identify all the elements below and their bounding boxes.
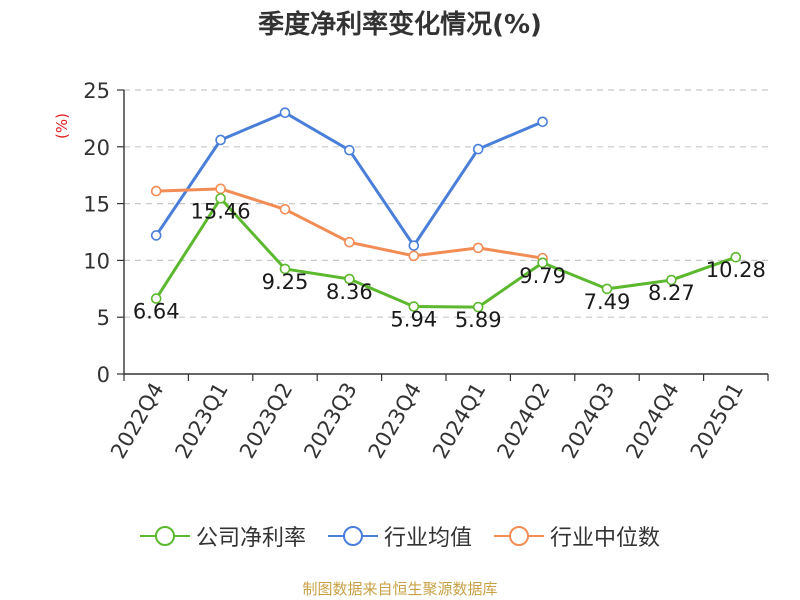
data-point: [279, 263, 291, 275]
legend-swatch: [494, 526, 544, 546]
y-axis-label: (%): [53, 113, 71, 139]
x-tick-label: 2022Q4: [106, 379, 168, 463]
data-point: [344, 236, 355, 248]
data-point: [150, 293, 162, 304]
x-tick-label: 2023Q2: [235, 379, 297, 463]
x-tick-label: 2023Q1: [170, 379, 232, 463]
legend-label: 行业中位数: [550, 526, 661, 551]
x-tick-label: 2024Q1: [428, 379, 490, 463]
axes: 0 5 10 15 20 25 2022Q4 2023Q1 2023Q2 2023Q3 2023Q4…: [83, 79, 769, 463]
legend-label: 行业均值: [383, 526, 472, 551]
y-tick-label: 20: [83, 136, 110, 160]
x-tick-label: 2024Q4: [621, 379, 683, 463]
source-note: 制图数据来自恒生聚源数据库: [302, 580, 498, 598]
data-point: [730, 251, 742, 263]
series-lines: [150, 107, 742, 313]
data-point: [279, 203, 291, 215]
y-tick-label: 0: [97, 363, 110, 387]
data-point: [215, 134, 226, 146]
y-tick-label: 25: [83, 79, 110, 103]
data-point: [408, 301, 420, 312]
legend-item: 行业均值: [327, 520, 472, 552]
legend-swatch: [327, 526, 378, 546]
data-point: [150, 230, 162, 241]
legend-label: 公司净利率: [195, 526, 306, 551]
x-tick-label: 2024Q3: [557, 379, 619, 463]
chart-title: 季度净利率变化情况(%): [258, 10, 542, 40]
data-point: [472, 242, 484, 254]
data-point: [537, 257, 548, 269]
data-point: [344, 273, 355, 285]
data-label: 8.36: [326, 280, 373, 304]
series-line: [154, 196, 737, 309]
y-tick-label: 10: [83, 249, 110, 273]
x-tick-label: 2024Q2: [492, 379, 554, 463]
y-tick-label: 5: [97, 306, 110, 330]
data-labels: 6.64 15.46 9.25 8.36 5.94 5.89 9.79 7.49 8.27 10.…: [133, 199, 766, 332]
legend-item: 公司净利率: [139, 520, 306, 552]
legend: 公司净利率 行业均值 行业中位数: [0, 520, 800, 552]
data-label: 6.64: [133, 300, 180, 324]
data-point: [215, 183, 226, 195]
data-point: [408, 240, 420, 251]
legend-item: 行业中位数: [494, 520, 660, 552]
legend-swatch-marker: [342, 526, 363, 546]
data-point: [472, 143, 484, 155]
gridlines: [124, 89, 768, 318]
data-label: 5.94: [390, 308, 437, 332]
x-tick-label: 2023Q3: [299, 379, 361, 463]
data-point: [537, 116, 548, 128]
data-label: 5.89: [455, 308, 502, 332]
x-tick-label: 2025Q1: [686, 379, 748, 463]
data-label: 9.25: [262, 270, 309, 294]
legend-swatch: [139, 526, 190, 546]
data-label: 10.28: [706, 258, 766, 282]
legend-swatch-marker: [509, 526, 529, 546]
data-label: 7.49: [584, 290, 631, 314]
data-point: [408, 250, 420, 262]
legend-swatch-marker: [154, 526, 175, 546]
data-point: [344, 144, 355, 156]
data-label: 9.79: [519, 264, 566, 288]
y-tick-label: 15: [83, 193, 110, 217]
data-label: 15.46: [191, 199, 251, 223]
data-label: 8.27: [648, 281, 695, 305]
data-point: [150, 185, 162, 197]
x-tick-label: 2023Q4: [364, 379, 426, 463]
data-point: [279, 107, 291, 119]
series-line: [154, 111, 544, 248]
data-point: [472, 301, 484, 313]
data-point: [215, 193, 226, 204]
data-point: [666, 274, 677, 286]
data-point: [601, 283, 613, 295]
